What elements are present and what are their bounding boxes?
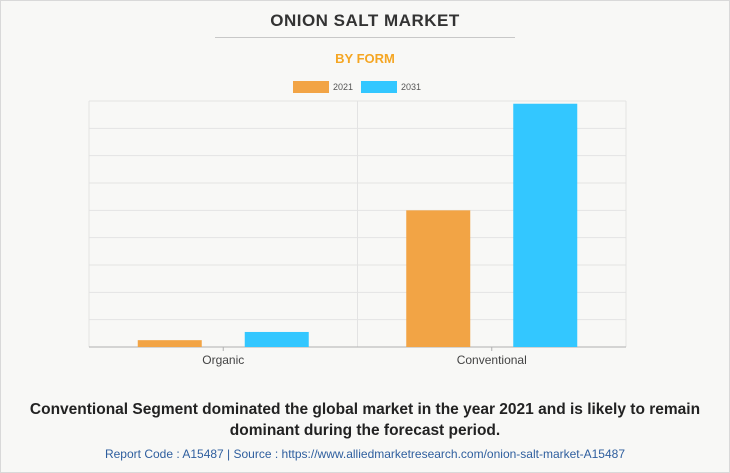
legend: 2021 2031 [293, 80, 429, 94]
legend-label-2021: 2021 [333, 82, 354, 92]
bar-conventional-2031 [513, 103, 578, 347]
bar-organic-2031 [244, 331, 309, 347]
legend-swatch-2021 [293, 81, 329, 93]
legend-item-2031: 2031 [361, 81, 421, 93]
legend-label-2031: 2031 [401, 82, 422, 92]
chart-title: ONION SALT MARKET [270, 11, 460, 30]
x-tick-label-organic: Organic [202, 353, 244, 367]
bar-organic-2021 [137, 340, 202, 347]
bar-chart: Organic Conventional [88, 100, 627, 367]
chart-subtitle: BY FORM [335, 51, 395, 66]
legend-swatch-2031 [361, 81, 398, 93]
x-tick-label-conventional: Conventional [457, 353, 527, 367]
title-divider [215, 37, 515, 38]
legend-item-2021: 2021 [293, 81, 353, 93]
report-source-footer: Report Code : A15487 | Source : https://… [104, 447, 626, 461]
chart-caption: Conventional Segment dominated the globa… [29, 401, 701, 439]
bar-conventional-2021 [406, 210, 471, 347]
